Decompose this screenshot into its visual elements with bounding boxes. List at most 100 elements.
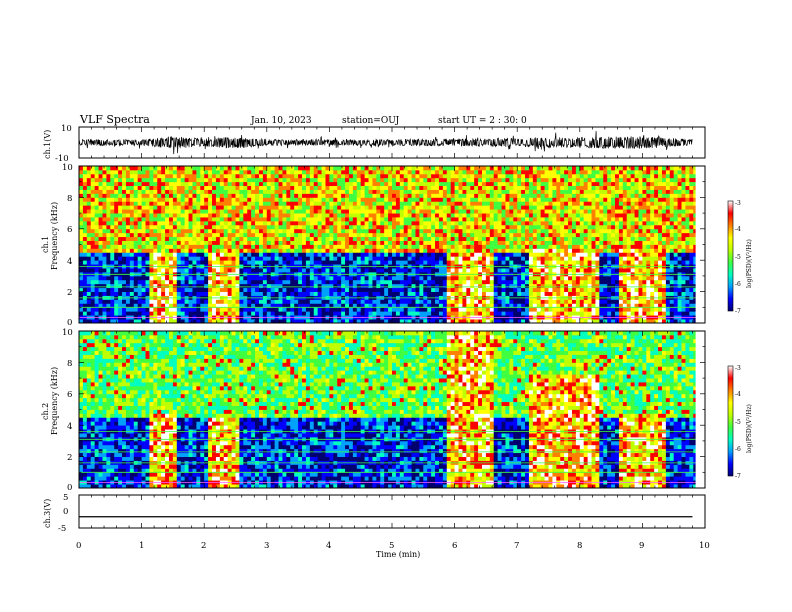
heatmap-cell [419,287,424,293]
heatmap-cell [204,209,209,214]
heatmap-cell [458,268,463,273]
heatmap-cell [102,244,107,249]
heatmap-cell [493,319,499,324]
heatmap-cell [165,279,170,285]
heatmap-cell [86,213,92,218]
heatmap-cell [544,217,549,222]
heatmap-cell [153,319,158,324]
heatmap-cell [219,244,225,249]
heatmap-cell [372,252,377,257]
heatmap-cell [536,173,542,179]
heatmap-cell [196,248,201,253]
heatmap-cell [407,173,412,179]
heatmap-cell [122,173,127,179]
heatmap-cell [509,299,514,304]
heatmap-cell [501,185,506,190]
heatmap-cell [247,283,252,289]
heatmap-cell [176,283,182,289]
heatmap-cell [399,299,405,304]
heatmap-cell [247,268,252,273]
heatmap-cell [208,197,213,202]
heatmap-cell [270,220,276,226]
heatmap-cell [153,283,158,289]
heatmap-cell [212,224,217,230]
heatmap-cell [438,197,444,202]
heatmap-cell [79,193,84,198]
heatmap-cell [94,213,99,218]
heatmap-cell [419,299,424,304]
heatmap-cell [513,181,518,187]
heatmap-cell [399,279,405,285]
heatmap-cell [454,311,459,316]
heatmap-cell [247,213,252,218]
heatmap-cell [423,299,428,304]
heatmap-cell [341,205,346,210]
heatmap-cell [352,177,358,183]
heatmap-cell [474,224,479,230]
heatmap-cell [454,228,459,234]
heatmap-cell [517,244,522,249]
heatmap-cell [446,193,452,198]
heatmap-cell [470,166,475,171]
heatmap-cell [165,166,170,171]
heatmap-cell [474,299,479,304]
heatmap-cell [145,166,150,171]
heatmap-cell [196,224,201,230]
heatmap-cell [286,287,291,293]
heatmap-cell [239,205,244,210]
heatmap-cell [192,213,197,218]
heatmap-cell [368,256,373,261]
heatmap-cell [337,213,342,218]
heatmap-cell [137,220,142,226]
heatmap-cell [345,244,350,249]
heatmap-cell [560,299,565,304]
heatmap-cell [403,177,409,183]
heatmap-cell [274,228,279,234]
heatmap-cell [368,291,373,296]
heatmap-cell [478,319,483,324]
heatmap-cell [548,319,553,324]
heatmap-cell [302,307,307,312]
heatmap-cell [278,181,283,187]
heatmap-cell [278,224,283,230]
heatmap-cell [90,169,96,175]
heatmap-cell [356,169,362,175]
heatmap-cell [133,189,139,194]
heatmap-cell [255,260,260,265]
heatmap-cell [255,166,260,171]
heatmap-cell [513,307,518,312]
heatmap-cell [294,177,299,183]
heatmap-cell [403,248,409,253]
heatmap-cell [560,185,565,190]
heatmap-cell [188,193,193,198]
heatmap-cell [388,220,393,226]
heatmap-cell [388,252,393,257]
heatmap-cell [227,291,232,296]
heatmap-cell [192,291,197,296]
heatmap-cell [325,307,330,312]
heatmap-cell [552,299,557,304]
heatmap-cell [493,248,499,253]
heatmap-cell [200,307,205,312]
heatmap-cell [114,311,119,316]
heatmap-cell [262,173,268,179]
heatmap-cell [251,236,256,241]
heatmap-cell [341,311,346,316]
heatmap-cell [419,189,424,194]
heatmap-cell [286,256,291,261]
heatmap-cell [118,303,123,308]
heatmap-cell [552,252,557,257]
heatmap-cell [125,279,131,285]
heatmap-cell [165,299,170,304]
heatmap-cell [337,256,342,261]
heatmap-cell [466,213,471,218]
heatmap-cell [427,224,432,230]
heatmap-cell [454,268,459,273]
heatmap-cell [521,252,526,257]
heatmap-cell [364,201,369,206]
heatmap-cell [548,260,553,265]
heatmap-cell [161,166,166,171]
heatmap-cell [231,209,236,214]
heatmap-cell [223,279,229,285]
heatmap-cell [176,311,182,316]
